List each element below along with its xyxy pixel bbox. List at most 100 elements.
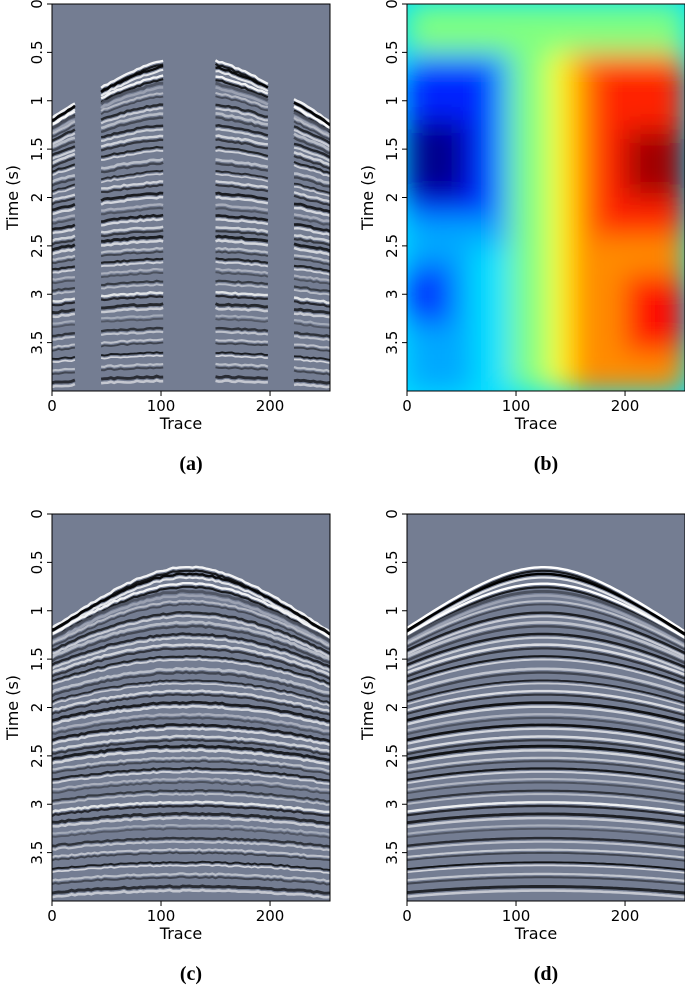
reflection-event [100,116,164,134]
reflection-event [52,840,330,852]
reflection-event [52,700,330,723]
reflection-event [101,279,164,287]
reflection-event [101,363,164,369]
reflection-event [407,816,685,829]
reflection-event [215,374,268,380]
reflection-event [52,286,76,292]
reflection-event [52,335,75,341]
reflection-event [100,213,164,224]
x-tick-label: 200 [256,397,285,415]
reflection-event [407,801,685,814]
reflection-event [293,300,330,308]
reflection-event [100,103,164,121]
reflection-event [101,145,164,158]
reflection-event [407,655,685,685]
reflection-event [293,288,330,296]
reflection-event [52,576,330,639]
reflection-event [215,127,269,141]
reflection-event [100,250,164,258]
reflection-event [407,778,685,792]
reflection-event [293,125,330,145]
reflection-event [407,889,685,899]
reflection-event [293,132,330,151]
reflection-event [407,689,685,713]
reflection-event [52,863,330,875]
reflection-event [100,257,164,264]
reflection-event [52,279,75,285]
panel-a-image-area [52,4,330,391]
reflection-event [407,701,685,723]
reflection-event [293,213,330,223]
reflection-event [52,734,330,753]
reflection-event [52,323,75,328]
reflection-event [52,110,76,126]
reflection-event [52,693,330,716]
reflection-event [215,379,268,384]
reflection-event [215,314,269,320]
reflection-event [100,92,164,112]
reflection-event [293,274,330,282]
reflection-event [407,864,685,874]
reflection-event [100,191,164,202]
reflection-event [293,202,330,214]
reflection-event [215,260,269,268]
reflection-event [215,338,269,344]
x-axis-label: Trace [514,414,557,433]
reflection-event [215,191,269,201]
reflection-event [52,156,76,169]
reflection-event [407,716,685,737]
reflection-event [293,285,330,293]
reflection-event [52,624,330,664]
reflection-event [52,186,76,196]
y-tick-label: 1.5 [383,137,401,161]
reflection-event [52,114,76,130]
slope-region [407,120,467,198]
reflection-event [293,378,330,385]
reflection-event [407,600,685,648]
reflection-event [293,227,330,237]
reflection-event [215,294,268,300]
y-axis-label: Time (s) [3,165,22,231]
reflection-event [100,330,164,336]
reflection-event [100,341,164,348]
reflection-event [52,804,330,817]
reflection-event [215,290,268,297]
panel-d: 0 100 200 Trace 0 0.5 1 1.5 2 2.5 3 3.5 Time (s) [358,509,685,943]
y-tick-label: 3 [28,289,46,299]
reflection-event [215,279,268,286]
reflection-event [52,770,330,785]
reflection-event [52,308,76,315]
reflection-event [52,658,330,689]
reflection-event [100,378,164,385]
y-tick-label: 3.5 [383,841,401,865]
reflection-event [407,727,685,747]
reflection-event [215,366,269,371]
y-tick-label: 1 [383,606,401,616]
reflection-event [52,789,330,803]
reflection-event [293,117,330,138]
reflection-event [407,603,685,651]
reflection-event [407,713,685,733]
reflection-event [407,739,685,757]
reflection-event [52,120,76,135]
reflection-event [100,59,164,89]
reflection-event [100,326,164,333]
reflection-event [100,134,164,148]
reflection-event [407,566,685,633]
reflection-event [52,183,76,193]
reflection-event [407,636,685,672]
reflection-event [52,207,76,216]
y-tick-label: 2 [383,703,401,713]
caption-c: (c) [180,963,202,985]
reflection-event [407,876,685,886]
reflection-event [52,359,76,363]
reflection-event [215,149,269,161]
reflection-event [52,723,330,743]
reflection-event [215,180,269,189]
reflection-event [52,836,330,848]
x-tick-label: 0 [402,397,412,415]
reflection-event [407,851,685,862]
reflection-event [100,161,164,174]
reflection-event [100,374,164,381]
slope-region [625,129,685,198]
